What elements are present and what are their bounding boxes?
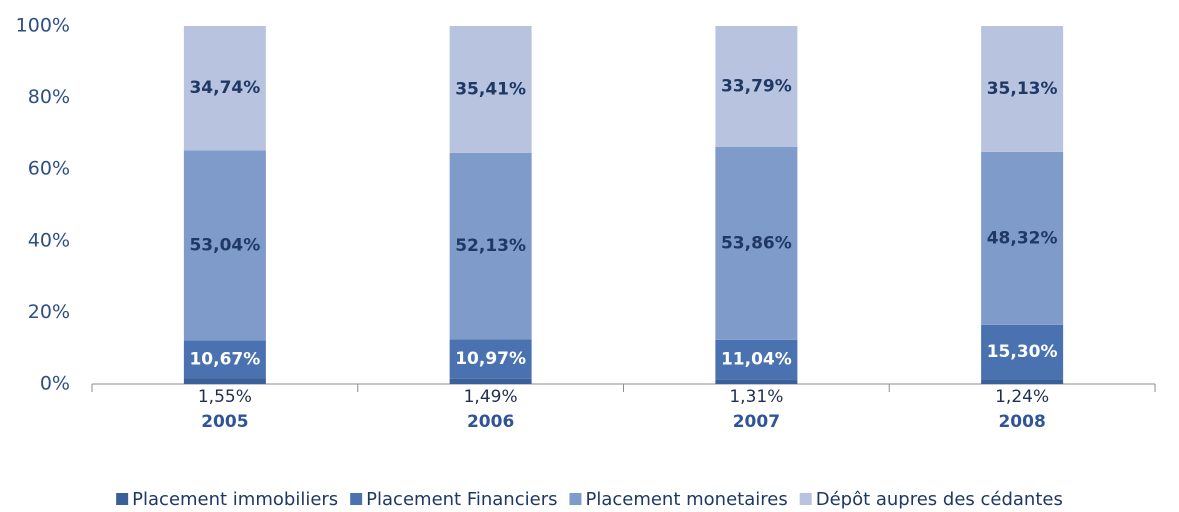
bar-segment — [715, 146, 798, 340]
x-tick-label: 2008 — [998, 412, 1045, 432]
data-label: 1,49% — [464, 387, 518, 407]
bar-segment — [981, 324, 1064, 380]
y-tick-label: 60% — [28, 158, 70, 180]
bar-segment — [449, 339, 532, 379]
y-tick-label: 0% — [40, 373, 70, 395]
bar-segment — [715, 379, 798, 384]
bar-segment — [449, 378, 532, 384]
data-label: 53,86% — [721, 233, 792, 253]
x-tick-label: 2005 — [201, 412, 248, 432]
bar-segment — [981, 151, 1064, 325]
data-label: 1,31% — [729, 387, 783, 407]
bar-segment — [449, 26, 532, 153]
data-label: 52,13% — [455, 236, 526, 256]
legend-label: Placement immobiliers — [132, 489, 338, 510]
legend-label: Placement Financiers — [366, 489, 557, 510]
y-tick-label: 80% — [28, 86, 70, 108]
bar-segment — [183, 340, 266, 379]
data-label: 10,97% — [455, 349, 526, 369]
bar-segment — [715, 26, 798, 147]
data-label: 11,04% — [721, 350, 792, 370]
bar-segment — [981, 379, 1064, 384]
data-label: 15,30% — [987, 342, 1058, 362]
legend-label: Placement monetaires — [585, 489, 787, 510]
bar-segment — [183, 26, 266, 151]
x-tick-label: 2007 — [733, 412, 780, 432]
bar-segment — [449, 152, 532, 340]
data-label: 53,04% — [189, 235, 260, 255]
bar-segment — [715, 339, 798, 380]
y-tick-label: 20% — [28, 301, 70, 323]
bar-segment — [981, 26, 1064, 152]
y-tick-label: 100% — [16, 15, 70, 37]
legend-swatch — [350, 493, 363, 505]
data-label: 1,24% — [995, 387, 1049, 407]
data-label: 10,67% — [189, 349, 260, 369]
data-label: 33,79% — [721, 76, 792, 96]
legend-label: Dépôt aupres des cédantes — [816, 489, 1063, 510]
y-tick-label: 40% — [28, 229, 70, 251]
data-label: 35,13% — [987, 79, 1058, 99]
data-label: 1,55% — [198, 387, 252, 407]
data-label: 34,74% — [189, 78, 260, 98]
data-label: 48,32% — [987, 228, 1058, 248]
x-tick-label: 2006 — [467, 412, 514, 432]
legend-swatch — [799, 493, 812, 505]
legend-swatch — [569, 493, 582, 505]
data-label: 35,41% — [455, 79, 526, 99]
bar-segment — [183, 150, 266, 341]
bar-segment — [183, 378, 266, 384]
legend-swatch — [116, 493, 129, 505]
